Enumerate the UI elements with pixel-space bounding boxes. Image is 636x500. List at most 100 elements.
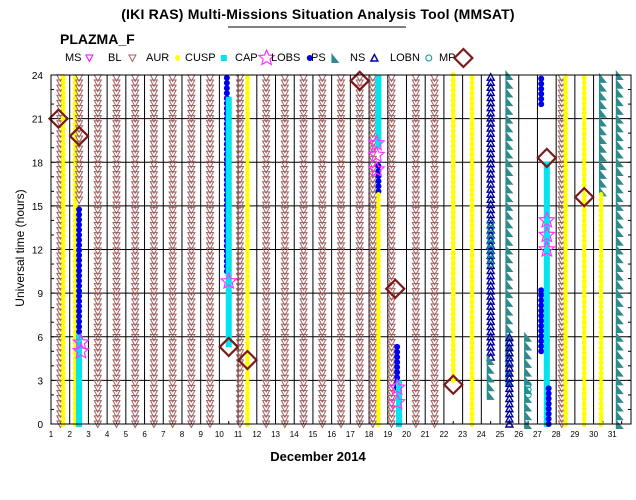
marker-bl	[317, 328, 327, 337]
marker-bl	[336, 84, 346, 93]
marker-bl	[168, 84, 177, 93]
legend-label: LOBN	[390, 52, 420, 64]
marker-aur	[450, 214, 456, 221]
marker-bl	[168, 359, 177, 368]
marker-bl	[387, 395, 396, 404]
marker-bl	[317, 89, 327, 98]
marker-aur	[376, 385, 381, 392]
marker-bl	[186, 94, 196, 103]
marker-bl	[205, 283, 215, 292]
marker-bl	[261, 379, 271, 388]
marker-bl	[261, 120, 271, 129]
marker-bl	[299, 328, 308, 337]
marker-bl	[205, 232, 215, 241]
marker-aur	[563, 135, 568, 142]
marker-bl	[387, 206, 396, 215]
marker-aur	[60, 410, 66, 417]
marker-bl	[168, 166, 177, 175]
marker-aur	[376, 349, 381, 356]
marker-bl	[355, 283, 365, 292]
marker-bl	[355, 110, 365, 119]
marker-bl	[387, 104, 396, 114]
marker-aur	[581, 151, 587, 158]
marker-bl	[186, 344, 196, 353]
marker-bl	[280, 216, 290, 225]
marker-cusp	[543, 217, 550, 224]
marker-lobs	[76, 231, 83, 238]
marker-aur	[376, 324, 381, 331]
marker-bl	[355, 181, 365, 190]
marker-bl	[93, 395, 103, 404]
marker-bl	[355, 410, 365, 419]
marker-bl	[261, 354, 271, 363]
marker-aur	[581, 125, 587, 132]
x-tick-label: 27	[533, 430, 542, 439]
marker-aur	[245, 359, 250, 366]
marker-bl	[205, 395, 215, 404]
marker-bl	[368, 308, 378, 317]
marker-bl	[261, 339, 271, 348]
marker-aur	[581, 253, 587, 260]
marker-aur	[469, 100, 475, 107]
marker-bl	[130, 94, 140, 103]
marker-bl	[261, 186, 271, 195]
marker-aur	[469, 79, 475, 86]
marker-aur	[563, 110, 568, 117]
marker-bl	[93, 344, 103, 353]
marker-cusp	[76, 400, 83, 407]
marker-lobn	[487, 224, 495, 232]
marker-ns	[504, 398, 515, 408]
marker-bl	[235, 84, 245, 93]
marker-lobs	[76, 328, 83, 335]
marker-bl	[168, 115, 177, 124]
marker-bl	[205, 222, 215, 231]
marker-bl	[261, 211, 271, 220]
marker-lobs	[394, 364, 401, 371]
marker-bl	[387, 140, 396, 149]
marker-bl	[112, 186, 121, 195]
marker-aur	[563, 400, 568, 407]
marker-bl	[235, 349, 245, 358]
legend-item: LOBN	[390, 52, 433, 64]
marker-aur	[245, 263, 250, 270]
marker-ps	[615, 131, 624, 142]
marker-aur	[563, 405, 568, 412]
marker-ns	[504, 403, 515, 413]
marker-cusp	[396, 405, 402, 412]
marker-ns	[486, 143, 496, 153]
marker-aur	[60, 141, 66, 148]
marker-bl	[261, 374, 271, 383]
marker-bl	[235, 201, 245, 210]
marker-aur	[469, 146, 475, 153]
legend-item: PS	[311, 52, 340, 64]
marker-bl	[186, 379, 196, 388]
marker-bl	[261, 150, 271, 159]
marker-ns	[486, 336, 496, 346]
marker-bl	[355, 79, 365, 88]
marker-cusp	[375, 121, 382, 128]
marker-cusp	[225, 330, 232, 337]
marker-bl	[149, 384, 159, 393]
marker-bl	[186, 196, 196, 205]
marker-bl	[205, 150, 215, 159]
marker-bl	[112, 410, 121, 419]
marker-aur	[450, 82, 456, 89]
marker-bl	[112, 237, 121, 246]
marker-bl	[235, 216, 245, 225]
marker-aur	[245, 79, 250, 86]
marker-bl	[186, 237, 196, 246]
marker-ps	[615, 331, 624, 342]
marker-ps	[505, 235, 514, 246]
marker-ps	[615, 104, 624, 115]
marker-bl	[205, 389, 215, 399]
marker-bl	[280, 267, 290, 276]
marker-bl	[317, 354, 327, 363]
marker-bl	[93, 267, 103, 276]
marker-aur	[60, 303, 66, 310]
marker-bl	[130, 400, 140, 409]
marker-aur	[376, 258, 381, 265]
marker-bl	[235, 110, 245, 119]
marker-ps	[524, 331, 533, 342]
marker-ns	[486, 153, 496, 163]
marker-bl	[336, 384, 346, 393]
